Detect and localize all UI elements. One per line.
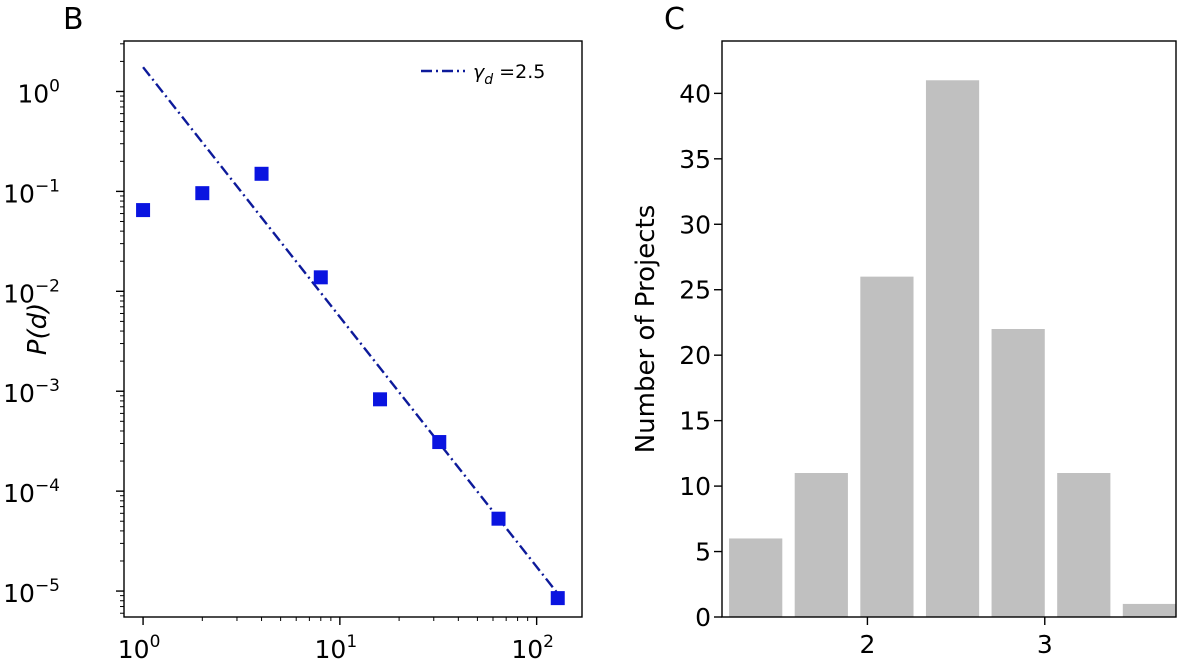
y-tick-label: 10−4 <box>3 476 60 508</box>
panel-b-ticks <box>116 43 538 625</box>
bar <box>1057 473 1111 617</box>
bar <box>1122 603 1176 617</box>
panel-c-ticks <box>714 92 1046 625</box>
panel-b-marks <box>136 66 565 606</box>
y-tick-label: 0 <box>695 603 711 632</box>
panel-b-y-axis-label: P(d) <box>23 303 53 355</box>
bar <box>925 80 980 618</box>
y-tick-label: 100 <box>17 76 60 108</box>
bar <box>860 276 914 617</box>
x-tick-label: 101 <box>315 632 358 664</box>
panel-c-tick-labels: 0 5 10 15 20 25 30 35 40 2 3 <box>679 79 1053 659</box>
y-tick-label: 10−5 <box>3 576 60 608</box>
x-tick-label: 3 <box>1037 630 1053 659</box>
y-tick-label: 35 <box>679 145 711 174</box>
x-tick-label: 102 <box>511 632 554 664</box>
panel-b-tick-labels: 100 101 102 100 10−1 10−2 10−3 10−4 10−5 <box>3 76 554 664</box>
y-tick-label: 5 <box>695 538 711 567</box>
bar <box>991 329 1045 617</box>
y-tick-label: 15 <box>679 407 711 436</box>
data-point <box>254 166 269 181</box>
panel-c-y-axis-label: Number of Projects <box>631 205 661 454</box>
x-tick-label: 2 <box>859 630 875 659</box>
panel-c-plot-frame <box>721 40 1177 618</box>
panel-b-legend: γd =2.5 <box>421 61 545 88</box>
y-tick-label: 10−3 <box>3 376 60 408</box>
y-tick-label: 10−1 <box>3 176 60 208</box>
data-point <box>136 203 151 218</box>
y-tick-label: 25 <box>679 276 711 305</box>
panel-b-letter: B <box>63 2 84 37</box>
panel-b-plot-frame <box>123 40 583 618</box>
legend-symbol: γ <box>473 61 486 83</box>
data-point <box>432 435 447 450</box>
data-point <box>491 511 506 526</box>
data-point <box>550 591 565 606</box>
x-tick-label: 100 <box>118 632 161 664</box>
y-tick-label: 20 <box>679 341 711 370</box>
data-point <box>313 270 328 285</box>
legend-subscript: d <box>484 72 493 88</box>
legend-label: γd =2.5 <box>473 61 545 88</box>
bar <box>729 538 783 617</box>
panel-c-bars <box>729 80 1176 618</box>
panel-c-letter: C <box>664 2 685 37</box>
y-tick-label: 10 <box>679 472 711 501</box>
y-tick-label: 40 <box>679 79 711 108</box>
fit-line <box>142 66 559 595</box>
panel-c-bar-chart: C 0 5 10 15 20 25 30 35 40 2 3 Number of Projects <box>631 2 1177 659</box>
data-point <box>373 392 388 407</box>
legend-value: =2.5 <box>493 61 545 83</box>
y-tick-label: 30 <box>679 210 711 239</box>
bar <box>794 473 848 617</box>
data-point <box>195 186 210 201</box>
y-tick-label: 10−2 <box>3 276 60 308</box>
